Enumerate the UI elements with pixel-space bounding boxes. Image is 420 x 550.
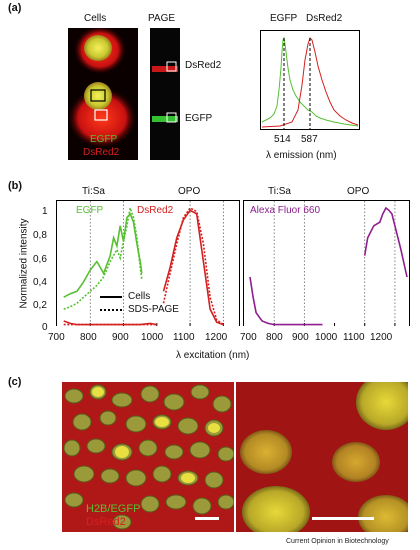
panel-b-xlabel: λ excitation (nm)	[176, 350, 250, 361]
right-plot	[249, 201, 408, 326]
spectrum-label-egfp: EGFP	[270, 13, 298, 24]
cells-image	[68, 28, 138, 160]
xtick-1200: 1200	[205, 332, 228, 343]
band-dsred2-label: DsRed2	[185, 60, 222, 71]
scale-bar-right	[312, 517, 374, 520]
micrograph-right-art	[236, 382, 408, 532]
dsred2-emission-curve	[261, 37, 359, 128]
xtick-r-1200: 1200	[370, 332, 393, 343]
cells-legend-egfp: EGFP	[90, 134, 118, 145]
peak-514: 514	[274, 134, 291, 145]
xtick-r-900: 900	[292, 332, 309, 343]
left-series-dsred2-cells-2	[63, 320, 157, 326]
legend-cells: Cells	[128, 291, 151, 302]
footer-journal: Current Opinion in Biotechnology	[286, 538, 389, 545]
series-label-dsred2: DsRed2	[137, 205, 174, 216]
left-plot-frame	[56, 200, 240, 326]
peak-587: 587	[301, 134, 318, 145]
page-gel-image	[150, 28, 180, 160]
egfp-emission-curve	[261, 36, 359, 127]
series-label-alexa: Alexa Fluor 660	[250, 205, 321, 216]
band-egfp-label: EGFP	[185, 113, 213, 124]
ytick-0-8: 0,8	[33, 230, 47, 241]
left-series-opo-dsred2-cells-0	[162, 209, 224, 326]
right-plot-frame	[243, 200, 410, 326]
xtick-1000: 1000	[141, 332, 164, 343]
cells-image-art	[68, 28, 136, 148]
page-title: PAGE	[148, 13, 176, 24]
ytick-0: 0	[42, 322, 48, 333]
left-plot	[63, 201, 224, 326]
spectrum-label-dsred2: DsRed2	[306, 13, 343, 24]
left-series-egfp-sds-page-1	[63, 204, 143, 310]
emission-xlabel: λ emission (nm)	[266, 150, 337, 161]
left-label-opo: OPO	[178, 186, 201, 197]
right-series-alexa-0	[249, 276, 323, 326]
micrograph-left	[62, 382, 234, 532]
ytick-0-6: 0,6	[33, 254, 47, 265]
panel-a-letter: (a)	[8, 2, 22, 14]
ytick-1: 1	[42, 206, 48, 217]
xtick-800: 800	[80, 332, 97, 343]
right-label-tisa: Ti:Sa	[268, 186, 291, 197]
xtick-700: 700	[48, 332, 65, 343]
ytick-0-2: 0,2	[33, 300, 47, 311]
panel-b-letter: (b)	[8, 180, 23, 192]
left-label-tisa: Ti:Sa	[82, 186, 105, 197]
ytick-0-4: 0,4	[33, 277, 47, 288]
xtick-900: 900	[112, 332, 129, 343]
micrograph-label-h2b-egfp: H2B/EGFP	[86, 503, 141, 515]
legend-sds-page: SDS-PAGE	[128, 304, 179, 315]
cells-title: Cells	[84, 13, 107, 24]
xtick-r-700: 700	[240, 332, 257, 343]
micrograph-label-dsred2: DsRed2	[86, 516, 126, 528]
page-gel-art	[152, 61, 178, 123]
emission-spectrum-frame	[260, 30, 360, 130]
legend-lines	[100, 296, 122, 311]
scale-bar-left	[195, 517, 219, 520]
emission-spectrum	[260, 30, 360, 130]
xtick-r-1000: 1000	[315, 332, 338, 343]
right-series-alexa-1	[363, 206, 408, 278]
panel-c-letter: (c)	[8, 376, 22, 388]
panel-b-charts	[56, 200, 410, 326]
xtick-r-1100: 1100	[343, 332, 365, 343]
micrograph-right	[236, 382, 408, 532]
left-series-egfp-cells-0	[63, 212, 143, 298]
series-label-egfp: EGFP	[76, 205, 104, 216]
micrograph-left-art	[62, 382, 234, 532]
right-label-opo: OPO	[347, 186, 370, 197]
xtick-r-800: 800	[266, 332, 283, 343]
left-series-opo-dsred2-sds-page-1	[162, 206, 224, 326]
xtick-1100: 1100	[173, 332, 195, 343]
cells-legend-dsred2: DsRed2	[83, 147, 120, 158]
